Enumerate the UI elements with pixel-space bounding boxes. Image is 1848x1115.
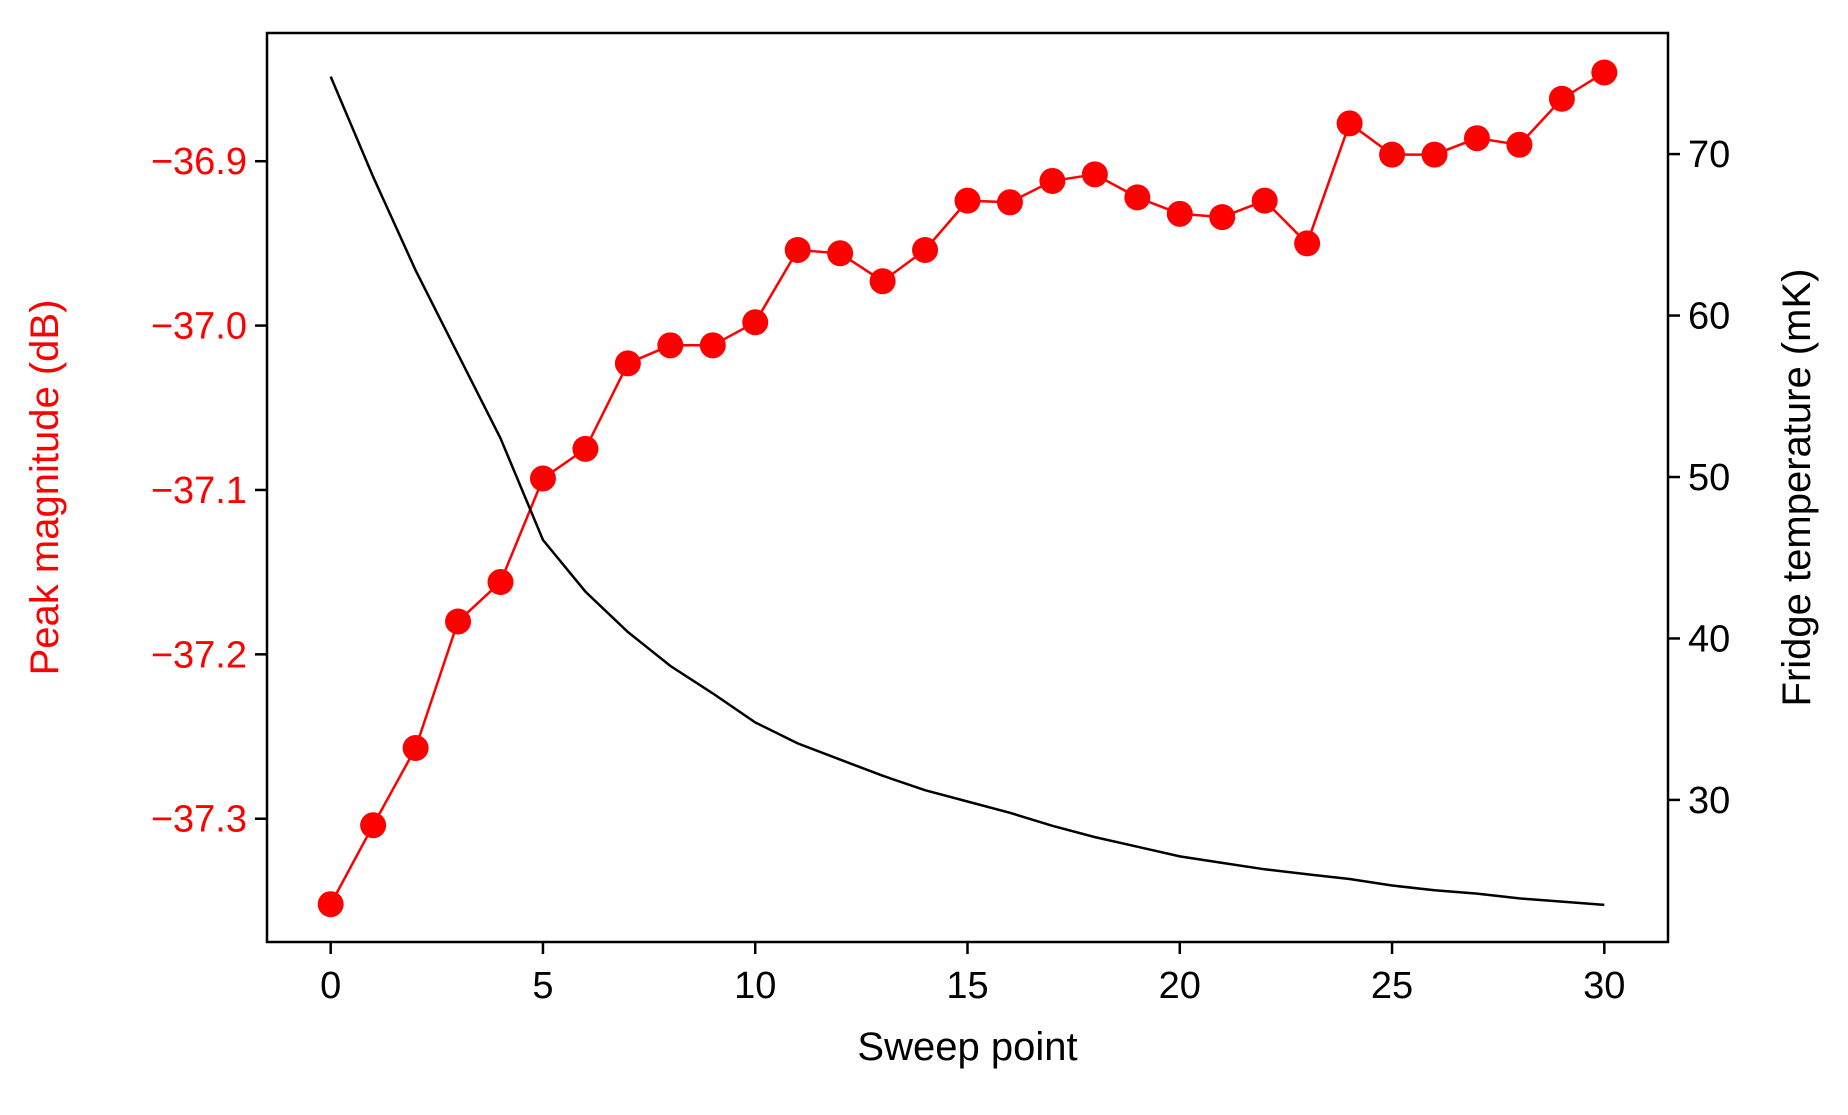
peak-magnitude-point [1081,161,1108,188]
peak-magnitude-point [1124,184,1151,211]
x-tick-label: 5 [532,965,553,1007]
x-tick-label: 15 [946,965,988,1007]
right-y-tick-label: 30 [1688,780,1730,822]
peak-magnitude-point [657,332,684,359]
peak-magnitude-point [699,332,726,359]
right-y-tick-label: 40 [1688,618,1730,660]
peak-magnitude-point [487,569,514,596]
peak-magnitude-point [1294,230,1321,257]
peak-magnitude-point [445,608,472,635]
peak-magnitude-point [572,435,599,462]
peak-magnitude-point [1506,131,1533,158]
x-tick-label: 0 [320,965,341,1007]
left-y-tick-label: −37.1 [151,470,247,512]
peak-magnitude-point [869,268,896,295]
left-y-axis-title: Peak magnitude (dB) [23,300,67,676]
right-y-tick-label: 60 [1688,296,1730,338]
x-tick-label: 10 [734,965,776,1007]
peak-magnitude-point [1463,125,1490,152]
peak-magnitude-point [1591,59,1618,86]
left-y-tick-label: −37.2 [151,634,247,676]
temperature-line [329,76,1605,907]
peak-magnitude-point [1166,200,1193,227]
left-y-tick-label: −37.3 [151,799,247,841]
peak-magnitude-point [360,812,387,839]
series-layer [317,59,1618,918]
x-tick-label: 20 [1159,965,1201,1007]
peak-magnitude-point [1209,204,1236,231]
right-y-tick-label: 70 [1688,134,1730,176]
peak-magnitude-point [1548,85,1575,112]
peak-magnitude-point [954,187,981,214]
peak-magnitude-point [784,236,811,263]
peak-magnitude-point [1379,141,1406,168]
peak-magnitude-point [1421,141,1448,168]
x-axis-title: Sweep point [857,1025,1077,1069]
plot-frame [265,31,1670,944]
peak-magnitude-point [614,350,641,377]
left-y-tick-label: −37.0 [151,306,247,348]
peak-magnitude-point [402,735,429,762]
axes-layer: 0 5 10 15 20 25 30 −37.3 −37.2 −37.1 −37.0 −36.9 30 4… [151,134,1730,1007]
peak-magnitude-point [912,236,939,263]
x-tick-label: 25 [1371,965,1413,1007]
peak-magnitude-point [1039,167,1066,194]
peak-magnitude-point [317,891,344,918]
peak-magnitude-point [1336,110,1363,137]
peak-magnitude-point [529,465,556,492]
peak-magnitude-point [1251,187,1278,214]
peak-magnitude-point [996,189,1023,216]
right-y-tick-label: 50 [1688,457,1730,499]
left-y-tick-label: −36.9 [151,141,247,183]
peak-magnitude-point [827,240,854,267]
peak-magnitude-point [742,309,769,336]
x-tick-label: 30 [1583,965,1625,1007]
plot-border [265,31,1670,944]
right-y-axis-title: Fridge temperature (mK) [1775,269,1819,707]
